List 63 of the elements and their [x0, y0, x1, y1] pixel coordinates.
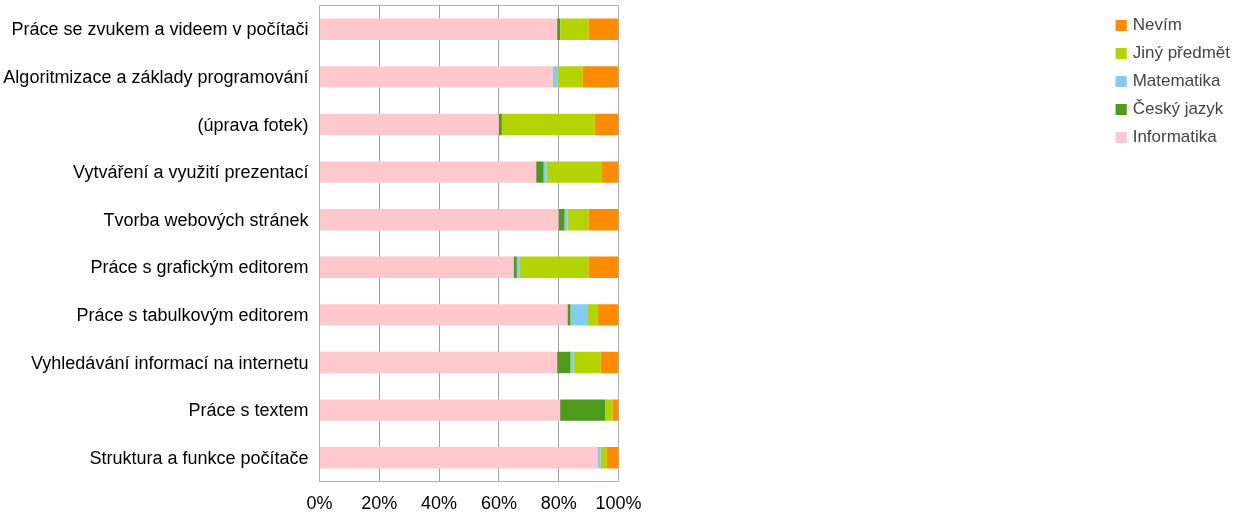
bar [546, 161, 603, 183]
bar [536, 161, 544, 183]
bar [319, 18, 558, 41]
bar [602, 161, 619, 183]
legend-label: Jiný předmět [1132, 43, 1230, 63]
bar [606, 446, 619, 469]
y-tick-label: Vyhledávání informací na internetu [31, 352, 309, 373]
legend-label: Matematika [1132, 71, 1221, 91]
bar [501, 113, 595, 136]
bar [570, 351, 574, 374]
bar [564, 208, 568, 231]
bar [319, 351, 558, 374]
y-tick-label: (úprava fotek) [197, 114, 309, 135]
bar [557, 351, 571, 374]
x-tick-label: 40% [421, 492, 458, 513]
y-tick-label: Práce s grafickým editorem [90, 257, 309, 278]
bar [594, 113, 619, 136]
bar [319, 66, 553, 88]
bar [498, 113, 502, 136]
bar [558, 208, 565, 231]
x-tick-label: 80% [540, 492, 577, 513]
bar [557, 66, 583, 88]
bar [597, 446, 601, 469]
bar [560, 399, 606, 421]
bar [597, 304, 619, 326]
x-tick-label: 100% [595, 492, 642, 513]
bar [588, 208, 619, 231]
bar [587, 304, 598, 326]
legend-label: Informatika [1132, 127, 1217, 147]
bar [319, 304, 568, 326]
bar [570, 304, 588, 326]
bar [588, 18, 619, 41]
y-tick-label: Práce s tabulkovým editorem [76, 304, 309, 325]
bar [605, 399, 613, 421]
bar [600, 351, 619, 374]
bar [319, 161, 537, 183]
bar [567, 304, 571, 326]
bar [319, 399, 561, 421]
bar [319, 256, 514, 279]
y-tick-label: Tvorba webových stránek [103, 209, 310, 230]
legend-label: Český jazyk [1132, 99, 1224, 119]
x-tick-label: 60% [480, 492, 517, 513]
legend-label: Nevím [1132, 15, 1182, 35]
bar [319, 208, 559, 231]
bar [560, 18, 589, 41]
bar [519, 256, 589, 279]
bar [567, 208, 589, 231]
x-tick-label: 0% [306, 492, 333, 513]
bar [588, 256, 619, 279]
bar [543, 161, 547, 183]
y-tick-label: Struktura a funkce počítače [89, 447, 309, 468]
y-tick-label: Algoritmizace a základy programování [3, 66, 309, 87]
x-tick-label: 20% [361, 492, 398, 513]
y-tick-label: Vytváření a využití prezentací [73, 162, 309, 183]
y-tick-label: Práce s textem [188, 400, 309, 421]
bar [319, 446, 598, 469]
bar [600, 446, 607, 469]
bar [582, 66, 619, 88]
bar [557, 18, 561, 41]
y-tick-label: Práce se zvukem a videem v počítači [11, 19, 309, 40]
bar [552, 66, 558, 88]
bar [319, 113, 499, 136]
bar [573, 351, 601, 374]
